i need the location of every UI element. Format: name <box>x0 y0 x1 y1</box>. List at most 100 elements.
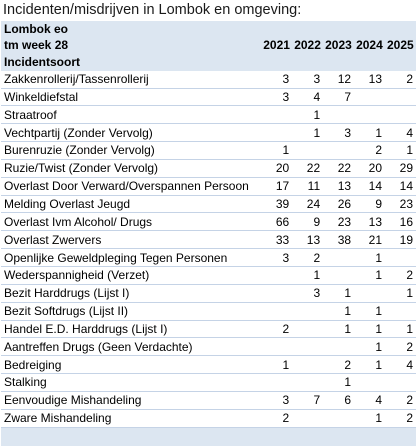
year-header-2022: 2022 <box>292 37 324 54</box>
count-cell-2021: 2 <box>261 409 293 428</box>
incident-type-cell: Stalking <box>1 373 262 392</box>
incident-type-cell: Wederspannigheid (Verzet) <box>1 266 262 285</box>
count-cell-2021 <box>261 105 293 125</box>
count-cell-2025: 1 <box>385 320 416 339</box>
count-cell-2023: 1 <box>323 302 355 321</box>
count-cell-2022: 13 <box>292 230 324 250</box>
count-cell-2021: 66 <box>261 212 293 232</box>
incident-type-cell: Zware Mishandeling <box>1 409 262 428</box>
table-row: Overlast Zwervers 33 13 38 21 19 <box>1 230 416 250</box>
table-footer-band <box>1 427 416 446</box>
count-cell-2023: 1 <box>323 284 355 303</box>
year-header-2023: 2023 <box>323 37 355 54</box>
count-cell-2023 <box>323 248 355 267</box>
count-cell-2021: 1 <box>261 141 293 160</box>
count-cell-2023: 6 <box>323 391 355 410</box>
count-cell-2024: 4 <box>354 391 385 410</box>
count-cell-2025: 23 <box>385 195 416 214</box>
incident-type-cell: Overlast Ivm Alcohol/ Drugs <box>1 212 262 232</box>
count-cell-2022: 1 <box>292 266 324 285</box>
table-row: Burenruzie (Zonder Vervolg) 1 2 1 <box>1 141 416 160</box>
count-cell-2023 <box>323 105 355 125</box>
count-cell-2021: 1 <box>261 355 293 375</box>
count-cell-2023 <box>323 266 355 285</box>
count-cell-2024 <box>354 284 385 303</box>
count-cell-2022 <box>292 373 324 392</box>
count-cell-2023: 26 <box>323 195 355 214</box>
count-cell-2023 <box>323 409 355 428</box>
table-row: Bedreiging 1 2 1 4 <box>1 355 416 375</box>
count-cell-2021 <box>261 373 293 392</box>
table-row: Straatroof 1 <box>1 105 416 125</box>
count-cell-2023: 2 <box>323 355 355 375</box>
table-row: Zakkenrollerij/Tassenrollerij 3 3 12 13 2 <box>1 70 416 89</box>
count-cell-2023: 13 <box>323 177 355 196</box>
count-cell-2025: 4 <box>385 123 416 143</box>
count-cell-2024: 1 <box>354 302 385 321</box>
count-cell-2024: 14 <box>354 177 385 196</box>
count-cell-2024: 13 <box>354 212 385 232</box>
count-cell-2021: 3 <box>261 391 293 410</box>
count-cell-2024: 1 <box>354 337 385 357</box>
table-row: Wederspannigheid (Verzet) 1 1 2 <box>1 266 416 285</box>
header-period-label: tm week 28 <box>1 37 262 54</box>
count-cell-2021 <box>261 337 293 357</box>
count-cell-2022 <box>292 355 324 375</box>
header-column-label: Incidentsoort <box>1 53 262 71</box>
count-cell-2022 <box>292 409 324 428</box>
count-cell-2022: 22 <box>292 159 324 178</box>
count-cell-2022: 1 <box>292 105 324 125</box>
count-cell-2025 <box>385 373 416 392</box>
count-cell-2022: 3 <box>292 70 324 89</box>
incident-type-cell: Overlast Zwervers <box>1 230 262 250</box>
incident-type-cell: Eenvoudige Mishandeling <box>1 391 262 410</box>
count-cell-2021 <box>261 123 293 143</box>
incident-type-cell: Bezit Harddrugs (Lijst I) <box>1 284 262 303</box>
count-cell-2023 <box>323 337 355 357</box>
incident-type-cell: Melding Overlast Jeugd <box>1 195 262 214</box>
count-cell-2021: 3 <box>261 248 293 267</box>
count-cell-2025 <box>385 248 416 267</box>
count-cell-2025: 14 <box>385 177 416 196</box>
count-cell-2022 <box>292 337 324 357</box>
count-cell-2024: 1 <box>354 266 385 285</box>
count-cell-2021: 3 <box>261 88 293 107</box>
count-cell-2022 <box>292 302 324 321</box>
incident-type-cell: Straatroof <box>1 105 262 125</box>
count-cell-2024: 9 <box>354 195 385 214</box>
count-cell-2023: 1 <box>323 320 355 339</box>
table-header: Lombok eo tm week 28 2021 2022 2023 2024… <box>1 21 416 71</box>
table-row: Bezit Harddrugs (Lijst I) 3 1 1 <box>1 284 416 303</box>
count-cell-2021: 20 <box>261 159 293 178</box>
count-cell-2025 <box>385 105 416 125</box>
count-cell-2025: 2 <box>385 391 416 410</box>
count-cell-2023: 23 <box>323 212 355 232</box>
incidents-table: Lombok eo tm week 28 2021 2022 2023 2024… <box>1 21 416 446</box>
count-cell-2025: 4 <box>385 355 416 375</box>
table-row: Ruzie/Twist (Zonder Vervolg) 20 22 22 20 29 <box>1 159 416 178</box>
incident-type-cell: Ruzie/Twist (Zonder Vervolg) <box>1 159 262 178</box>
table-row: Bezit Softdrugs (Lijst II) 1 1 <box>1 302 416 321</box>
count-cell-2022: 3 <box>292 284 324 303</box>
count-cell-2021: 17 <box>261 177 293 196</box>
table-body: Zakkenrollerij/Tassenrollerij 3 3 12 13 2 Wink… <box>1 70 416 428</box>
count-cell-2021: 3 <box>261 70 293 89</box>
table-row: Aantreffen Drugs (Geen Verdachte) 1 2 <box>1 337 416 357</box>
count-cell-2024: 13 <box>354 70 385 89</box>
count-cell-2024 <box>354 88 385 107</box>
incident-type-cell: Overlast Door Verward/Overspannen Persoo… <box>1 177 262 196</box>
count-cell-2025: 1 <box>385 284 416 303</box>
count-cell-2025: 29 <box>385 159 416 178</box>
incident-type-cell: Handel E.D. Harddrugs (Lijst I) <box>1 320 262 339</box>
table-row: Winkeldiefstal 3 4 7 <box>1 88 416 107</box>
table-row: Stalking 1 <box>1 373 416 392</box>
count-cell-2025: 1 <box>385 141 416 160</box>
count-cell-2022: 9 <box>292 212 324 232</box>
incident-type-cell: Winkeldiefstal <box>1 88 262 107</box>
count-cell-2025: 16 <box>385 212 416 232</box>
count-cell-2024 <box>354 373 385 392</box>
count-cell-2021 <box>261 284 293 303</box>
count-cell-2025: 2 <box>385 266 416 285</box>
count-cell-2024: 1 <box>354 123 385 143</box>
year-header-2024: 2024 <box>354 37 385 54</box>
